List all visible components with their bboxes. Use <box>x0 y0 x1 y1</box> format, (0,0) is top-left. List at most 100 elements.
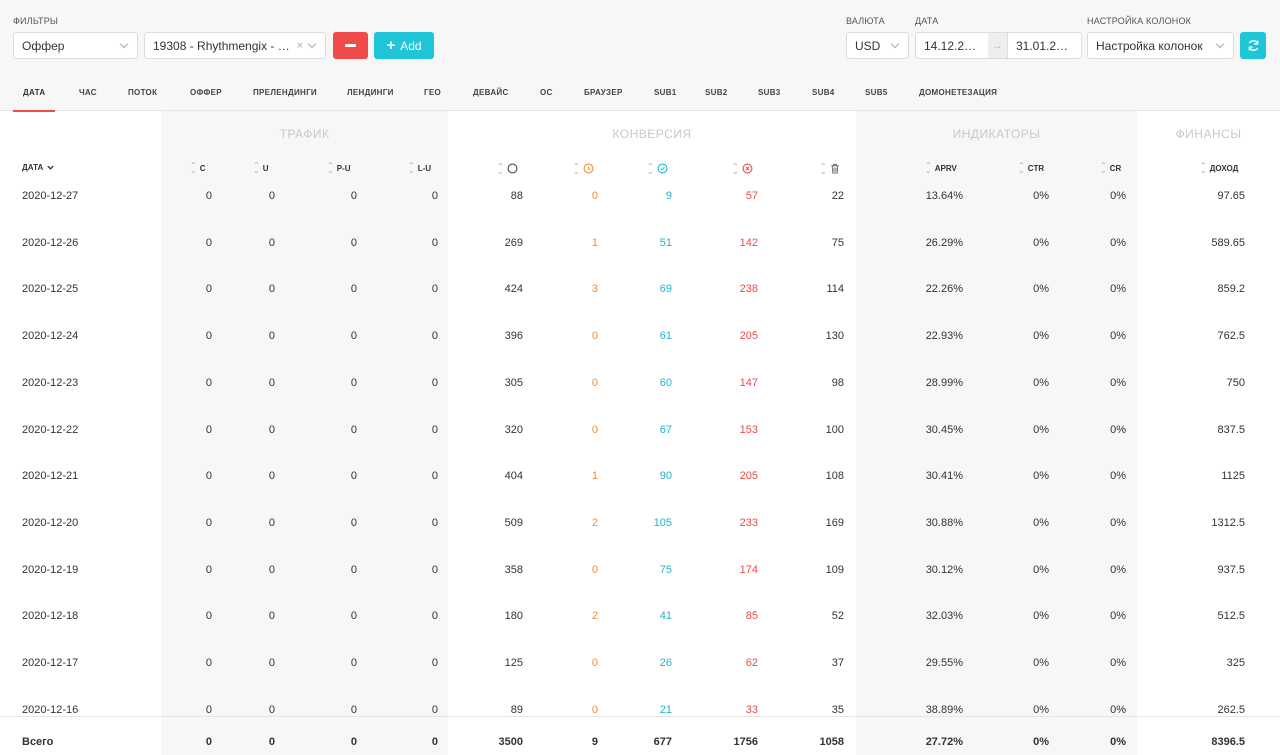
tab-geo[interactable]: ГЕО <box>424 88 441 97</box>
header-trash[interactable]: ⌃ ⌄ <box>820 162 840 175</box>
cell-apprv: 38.89% <box>925 703 963 716</box>
tab-sub4[interactable]: SUB4 <box>812 88 835 97</box>
cell-apprv: 26.29% <box>925 236 963 249</box>
cell-total: 320 <box>504 423 523 436</box>
tab-stream[interactable]: ПОТОК <box>128 88 158 97</box>
cell-u: 0 <box>268 376 275 389</box>
filter-value-select[interactable]: 19308 - Rhythmengix - CO... × <box>144 32 326 59</box>
header-income[interactable]: ⌃ ⌄ ДОХОД <box>1200 161 1238 175</box>
cell-trash: 75 <box>831 236 844 249</box>
cell-pu: 0 <box>350 330 357 343</box>
cell-hold: 1 <box>591 236 598 249</box>
chevron-down-icon <box>119 39 129 49</box>
cell-c: 0 <box>205 703 212 716</box>
columns-setting-select[interactable]: Настройка колонок <box>1087 32 1234 59</box>
filter-bar: ФИЛЬТРЫ Оффер 19308 - Rhythmengix - CO..… <box>0 0 1280 75</box>
remove-filter-button[interactable] <box>333 32 368 59</box>
tab-landings[interactable]: ЛЕНДИНГИ <box>347 88 394 97</box>
cell-c: 0 <box>205 190 212 202</box>
chevron-down-icon <box>1215 39 1225 49</box>
header-date[interactable]: ДАТА <box>22 163 55 172</box>
date-to-value: 31.01.2021 <box>1016 38 1073 53</box>
sort-icon: ⌃ ⌄ <box>1200 161 1207 175</box>
minus-icon <box>345 44 356 47</box>
cell-c: 0 <box>205 563 212 576</box>
header-ctr[interactable]: ⌃ ⌄ CTR <box>1018 162 1044 175</box>
cell-pu: 0 <box>350 610 357 623</box>
cell-rejected: 233 <box>739 516 758 529</box>
tab-hour[interactable]: ЧАС <box>79 88 97 97</box>
header-lu[interactable]: ⌃ ⌄ L-U <box>408 161 440 175</box>
cell-c: 0 <box>205 283 212 296</box>
date-from-input[interactable]: 14.12.2020 <box>915 32 989 59</box>
refresh-icon <box>1248 40 1258 51</box>
header-approved[interactable]: ⌃ ⌄ <box>647 162 668 175</box>
cell-trash: 169 <box>825 516 844 529</box>
filter-type-select[interactable]: Оффер <box>13 32 138 59</box>
cell-lu: 0 <box>431 423 438 436</box>
cell-rejected: 174 <box>739 563 758 576</box>
sort-icon: ⌃ ⌄ <box>732 161 739 176</box>
cell-rejected: 142 <box>739 236 758 249</box>
refresh-button[interactable] <box>1240 32 1266 59</box>
sort-icon: ⌃ ⌄ <box>253 161 260 175</box>
group-conversion: КОНВЕРСИЯ <box>612 127 692 141</box>
header-cr[interactable]: ⌃ ⌄ CR <box>1100 161 1122 175</box>
date-to-input[interactable]: 31.01.2021 <box>1007 32 1082 59</box>
tab-offer[interactable]: ОФФЕР <box>190 88 222 97</box>
totals-hold: 9 <box>591 736 598 748</box>
columns-setting-label: НАСТРОЙКА КОЛОНОК <box>1087 16 1192 26</box>
tab-sub2[interactable]: SUB2 <box>705 88 728 97</box>
add-filter-button[interactable]: + Add <box>374 32 434 59</box>
header-apprv[interactable]: ⌃ ⌄ APRV <box>925 162 957 175</box>
cell-trash: 52 <box>831 610 844 623</box>
cell-u: 0 <box>268 330 275 343</box>
cell-c: 0 <box>205 470 212 483</box>
totals-apprv: 27.72% <box>925 736 963 748</box>
plus-icon: + <box>386 37 396 54</box>
tab-remonetization[interactable]: ДОМОНЕТЕЗАЦИЯ <box>919 88 998 97</box>
clear-icon[interactable]: × <box>296 39 303 52</box>
cell-hold: 0 <box>591 563 598 576</box>
cell-cr: 0% <box>1110 563 1126 576</box>
sort-icon: ⌃ ⌄ <box>408 161 415 175</box>
tab-os[interactable]: ОС <box>540 88 553 97</box>
cell-total: 88 <box>510 190 523 202</box>
totals-rejected: 1756 <box>733 736 758 748</box>
cell-trash: 114 <box>826 283 844 296</box>
cell-apprv: 29.55% <box>925 657 963 669</box>
cell-approved: 75 <box>659 563 672 576</box>
tab-prelandings[interactable]: ПРЕЛЕНДИНГИ <box>253 88 317 97</box>
header-total-leads[interactable]: ⌃ ⌄ <box>497 162 518 175</box>
cell-lu: 0 <box>431 610 438 623</box>
tab-sub3[interactable]: SUB3 <box>758 88 781 97</box>
cell-hold: 0 <box>591 703 598 716</box>
tab-sub5[interactable]: SUB5 <box>865 88 888 97</box>
header-hold[interactable]: ⌃ ⌄ <box>573 162 594 175</box>
filters-label: ФИЛЬТРЫ <box>13 16 59 26</box>
chevron-down-icon <box>307 39 317 49</box>
cell-hold: 2 <box>591 516 598 529</box>
date-from-value: 14.12.2020 <box>924 38 980 53</box>
header-u[interactable]: ⌃ ⌄ U <box>253 161 275 175</box>
sort-icon: ⌃ ⌄ <box>1100 161 1107 175</box>
cell-total: 305 <box>504 376 523 389</box>
tab-date[interactable]: ДАТА <box>12 75 57 112</box>
cell-trash: 130 <box>825 330 844 343</box>
tab-device[interactable]: ДЕВАЙС <box>473 88 509 97</box>
header-cr-label: CR <box>1109 163 1122 173</box>
header-pu[interactable]: ⌃ ⌄ P-U <box>327 162 359 175</box>
cell-pu: 0 <box>350 423 357 436</box>
header-c[interactable]: ⌃ ⌄ C <box>190 162 212 175</box>
cell-total: 424 <box>504 283 523 296</box>
cell-trash: 22 <box>831 190 844 202</box>
cell-income: 937.5 <box>1217 563 1245 576</box>
currency-select[interactable]: USD <box>846 32 909 59</box>
header-c-label: C <box>199 163 206 173</box>
tab-sub1[interactable]: SUB1 <box>654 88 677 97</box>
cell-apprv: 22.26% <box>925 283 963 296</box>
tab-browser[interactable]: БРАУЗЕР <box>584 88 623 97</box>
cell-ctr: 0% <box>1033 657 1049 669</box>
cell-lu: 0 <box>431 516 438 529</box>
header-rejected[interactable]: ⌃ ⌄ <box>732 161 753 176</box>
